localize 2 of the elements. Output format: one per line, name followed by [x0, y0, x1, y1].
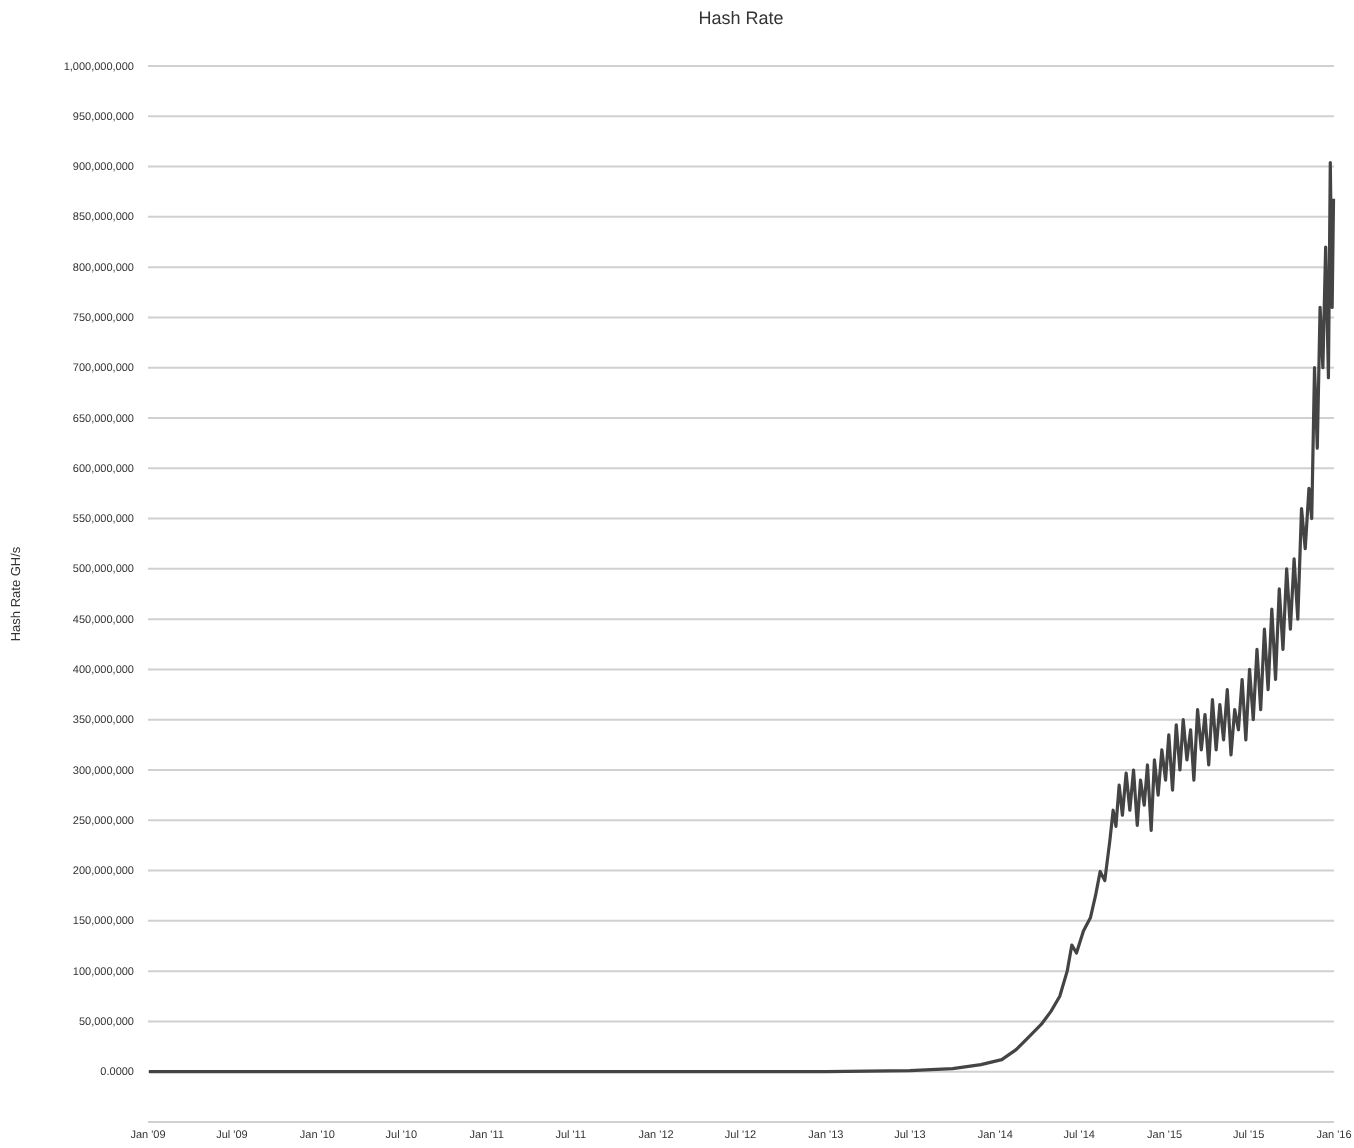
chart-title: Hash Rate [698, 8, 784, 28]
line-series [147, 160, 1336, 1074]
